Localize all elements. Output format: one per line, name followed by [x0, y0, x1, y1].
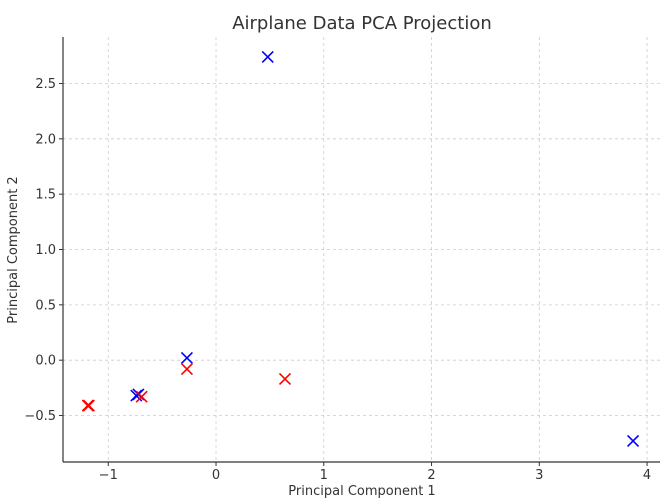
y-axis-label: Principal Component 2 [6, 176, 21, 323]
y-tick-label: 0.0 [35, 354, 56, 369]
y-tick-label: 2.5 [35, 77, 56, 92]
y-tick-label: −0.5 [24, 409, 56, 424]
marker-stroke [130, 389, 143, 402]
chart-title: Airplane Data PCA Projection [232, 13, 492, 34]
marker-stroke [278, 372, 292, 386]
data-point-marker [626, 434, 640, 448]
data-points [81, 50, 640, 448]
marker-stroke [135, 390, 148, 403]
marker-stroke [180, 351, 193, 365]
axes [62, 37, 660, 463]
ticks: −1 0 1 2 3 4 −0.5 0.0 0.5 1.0 1.5 2.0 2.5 [24, 77, 651, 483]
y-tick-label: 1.5 [35, 188, 56, 203]
y-tick-label: 2.0 [35, 132, 56, 147]
data-point-marker [261, 50, 274, 63]
x-tick-label: 3 [535, 468, 543, 483]
x-tick-label: 2 [427, 468, 435, 483]
data-point-marker [180, 362, 193, 376]
marker-stroke [626, 434, 640, 448]
x-tick-label: 4 [643, 468, 651, 483]
marker-stroke [180, 362, 193, 376]
data-point-marker [81, 399, 94, 412]
data-point-marker [180, 351, 193, 365]
data-point-marker [135, 390, 148, 403]
x-axis-label: Principal Component 1 [288, 484, 435, 499]
marker-stroke [261, 50, 274, 63]
marker-stroke [81, 399, 94, 412]
y-tick-label: 0.5 [35, 298, 56, 313]
data-point-marker [278, 372, 292, 386]
grid [63, 37, 660, 462]
x-tick-label: 0 [212, 468, 220, 483]
x-tick-label: 1 [320, 468, 328, 483]
x-tick-label: −1 [99, 468, 118, 483]
y-tick-label: 1.0 [35, 243, 56, 258]
